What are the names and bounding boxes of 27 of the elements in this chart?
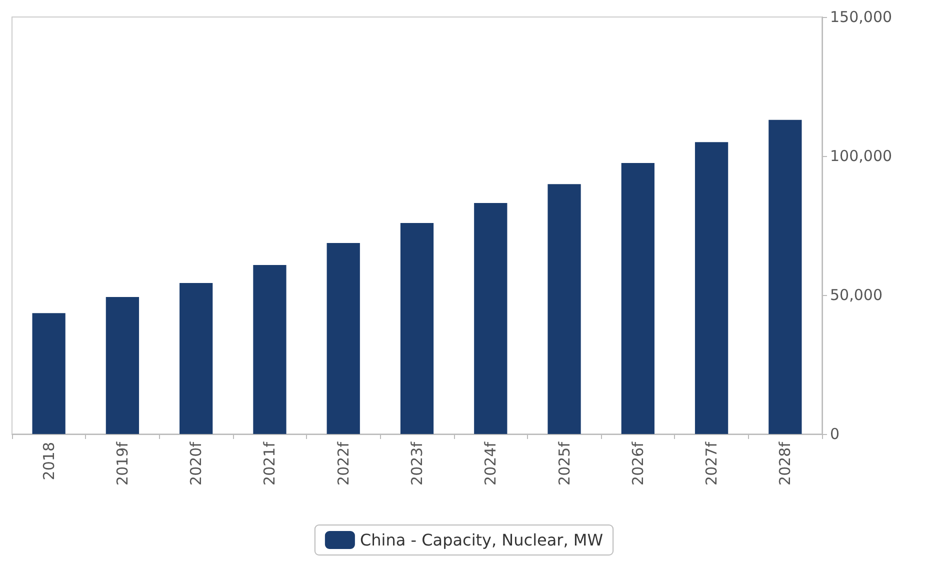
bar — [621, 162, 654, 434]
bar — [32, 313, 66, 434]
y-tick-label: 50,000 — [830, 286, 882, 304]
bar — [400, 223, 434, 434]
bar — [180, 283, 213, 434]
x-tick-label: 2028f — [776, 441, 794, 486]
x-tick-label: 2019f — [113, 441, 132, 486]
x-tick-label: 2024f — [482, 441, 500, 486]
bar — [326, 243, 360, 434]
bar — [694, 142, 728, 434]
x-tick-label: 2020f — [187, 441, 206, 486]
x-tick-label: 2026f — [628, 441, 647, 486]
bar — [106, 296, 140, 434]
bar — [474, 202, 508, 434]
x-tick-label: 2027f — [702, 441, 721, 486]
bar — [768, 120, 802, 434]
y-tick-label: 150,000 — [830, 8, 892, 26]
y-tick-label: 0 — [830, 425, 840, 443]
y-tick-label: 100,000 — [830, 147, 892, 165]
x-tick-label: 2023f — [408, 441, 426, 486]
bar — [253, 264, 286, 434]
x-tick-label: 2025f — [555, 441, 574, 486]
x-tick-label: 2018 — [40, 442, 58, 480]
bar — [548, 184, 581, 434]
legend-label: China - Capacity, Nuclear, MW — [360, 530, 604, 550]
x-tick-label: 2022f — [334, 441, 352, 486]
x-tick-label: 2021f — [260, 441, 279, 486]
